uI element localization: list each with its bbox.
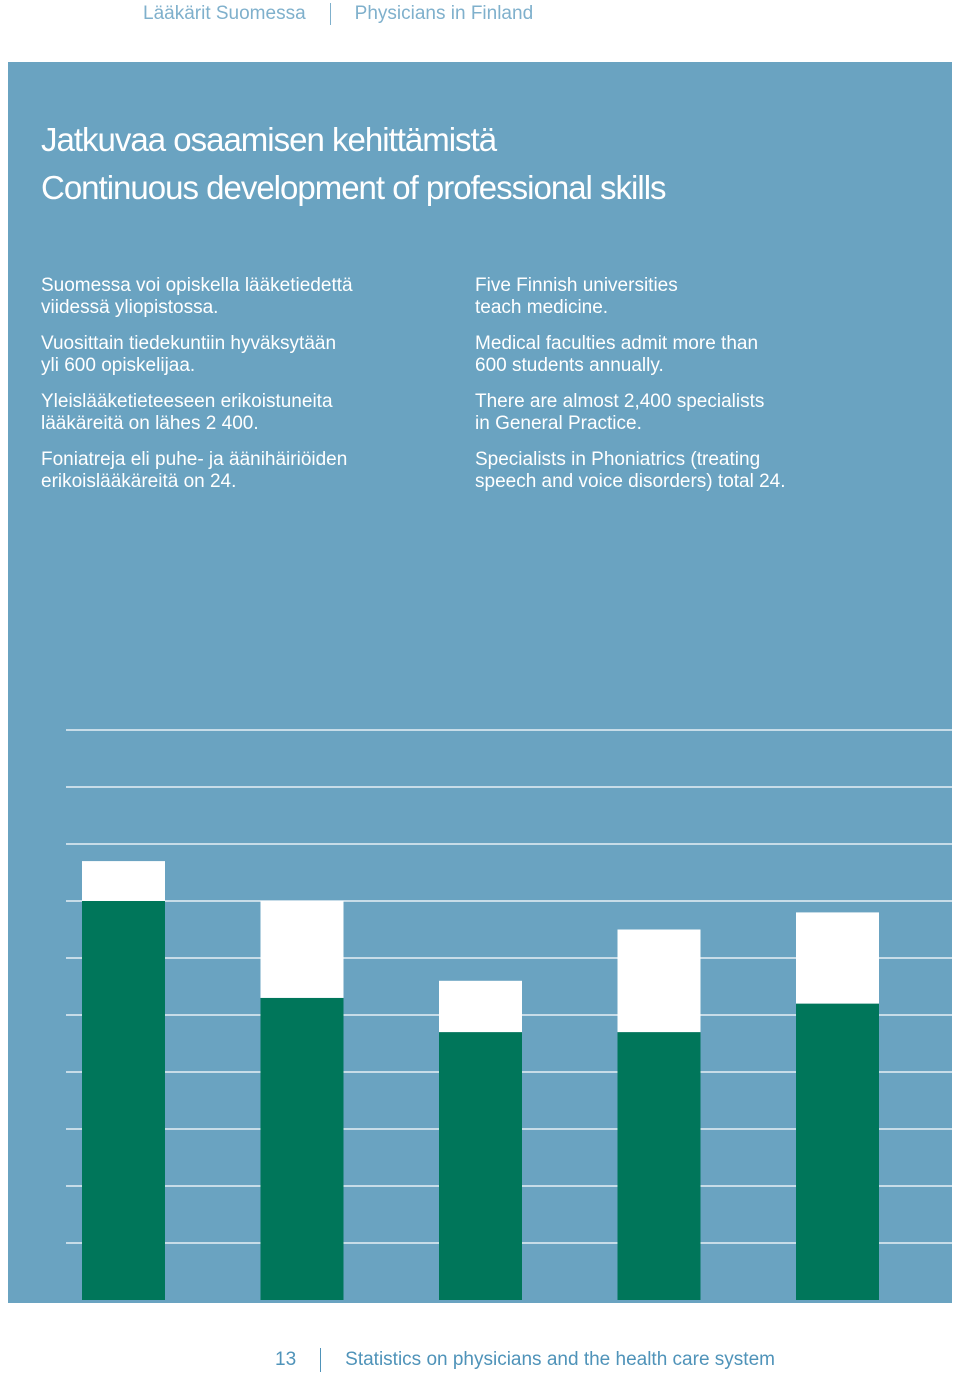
bar-segment-white: [439, 980, 522, 1033]
fi-line: yli 600 opiskelijaa.: [41, 355, 196, 376]
fi-line: Vuosittain tiedekuntiin hyväksytään: [41, 333, 337, 354]
en-paragraph-general-practice: There are almost 2,400 specialists in Ge…: [475, 391, 895, 435]
title-english: Continuous development of professional s…: [41, 169, 667, 206]
en-line: Specialists in Phoniatrics (treating: [475, 449, 761, 470]
en-paragraph-universities: Five Finnish universities teach medicine…: [475, 275, 895, 319]
finnish-column: Suomessa voi opiskella lääketiedettä vii…: [41, 275, 421, 507]
fi-paragraph-general-practice: Yleislääketieteeseen erikoistuneita lääk…: [41, 391, 421, 435]
fi-line: lääkäreitä on lähes 2 400.: [41, 413, 259, 434]
fi-paragraph-phoniatrics: Foniatreja eli puhe- ja äänihäiriöiden e…: [41, 449, 421, 493]
bar-segment-white: [617, 929, 701, 1033]
en-line: 600 students annually.: [475, 355, 664, 376]
page-title: Jatkuvaa osaamisen kehittämistä Continuo…: [41, 116, 667, 212]
bar-segment-green: [796, 1003, 879, 1300]
bar-segment-white: [796, 912, 879, 1004]
fi-line: erikoislääkäreitä on 24.: [41, 471, 237, 492]
running-header: Lääkärit Suomessa Physicians in Finland: [143, 0, 533, 28]
title-finnish: Jatkuvaa osaamisen kehittämistä: [41, 121, 497, 158]
en-line: There are almost 2,400 specialists: [475, 391, 765, 412]
running-footer: 13 Statistics on physicians and the heal…: [275, 1346, 775, 1374]
page-number: 13: [275, 1349, 297, 1370]
footer-divider: [320, 1348, 322, 1372]
fi-paragraph-admissions: Vuosittain tiedekuntiin hyväksytään yli …: [41, 333, 421, 377]
fi-line: Suomessa voi opiskella lääketiedettä: [41, 275, 353, 296]
bar-segment-white: [82, 861, 165, 901]
en-paragraph-admissions: Medical faculties admit more than 600 st…: [475, 333, 895, 377]
footer-title: Statistics on physicians and the health …: [345, 1349, 775, 1370]
header-english: Physicians in Finland: [354, 3, 534, 24]
fi-line: viidessä yliopistossa.: [41, 297, 219, 318]
en-line: speech and voice disorders) total 24.: [475, 471, 786, 492]
bar-segment-green: [260, 997, 344, 1300]
english-column: Five Finnish universities teach medicine…: [475, 275, 895, 507]
en-paragraph-phoniatrics: Specialists in Phoniatrics (treating spe…: [475, 449, 895, 493]
en-line: Five Finnish universities: [475, 275, 678, 296]
fi-line: Yleislääketieteeseen erikoistuneita: [41, 391, 333, 412]
fi-line: Foniatreja eli puhe- ja äänihäiriöiden: [41, 449, 348, 470]
fi-paragraph-universities: Suomessa voi opiskella lääketiedettä vii…: [41, 275, 421, 319]
en-line: Medical faculties admit more than: [475, 333, 759, 354]
bar-segment-green: [439, 1032, 522, 1300]
en-line: teach medicine.: [475, 297, 609, 318]
header-divider: [329, 3, 331, 25]
bar-segment-white: [260, 901, 344, 998]
bar-segment-green: [617, 1032, 701, 1300]
bar-segment-green: [82, 901, 165, 1300]
header-finnish: Lääkärit Suomessa: [143, 3, 306, 24]
en-line: in General Practice.: [475, 413, 642, 434]
